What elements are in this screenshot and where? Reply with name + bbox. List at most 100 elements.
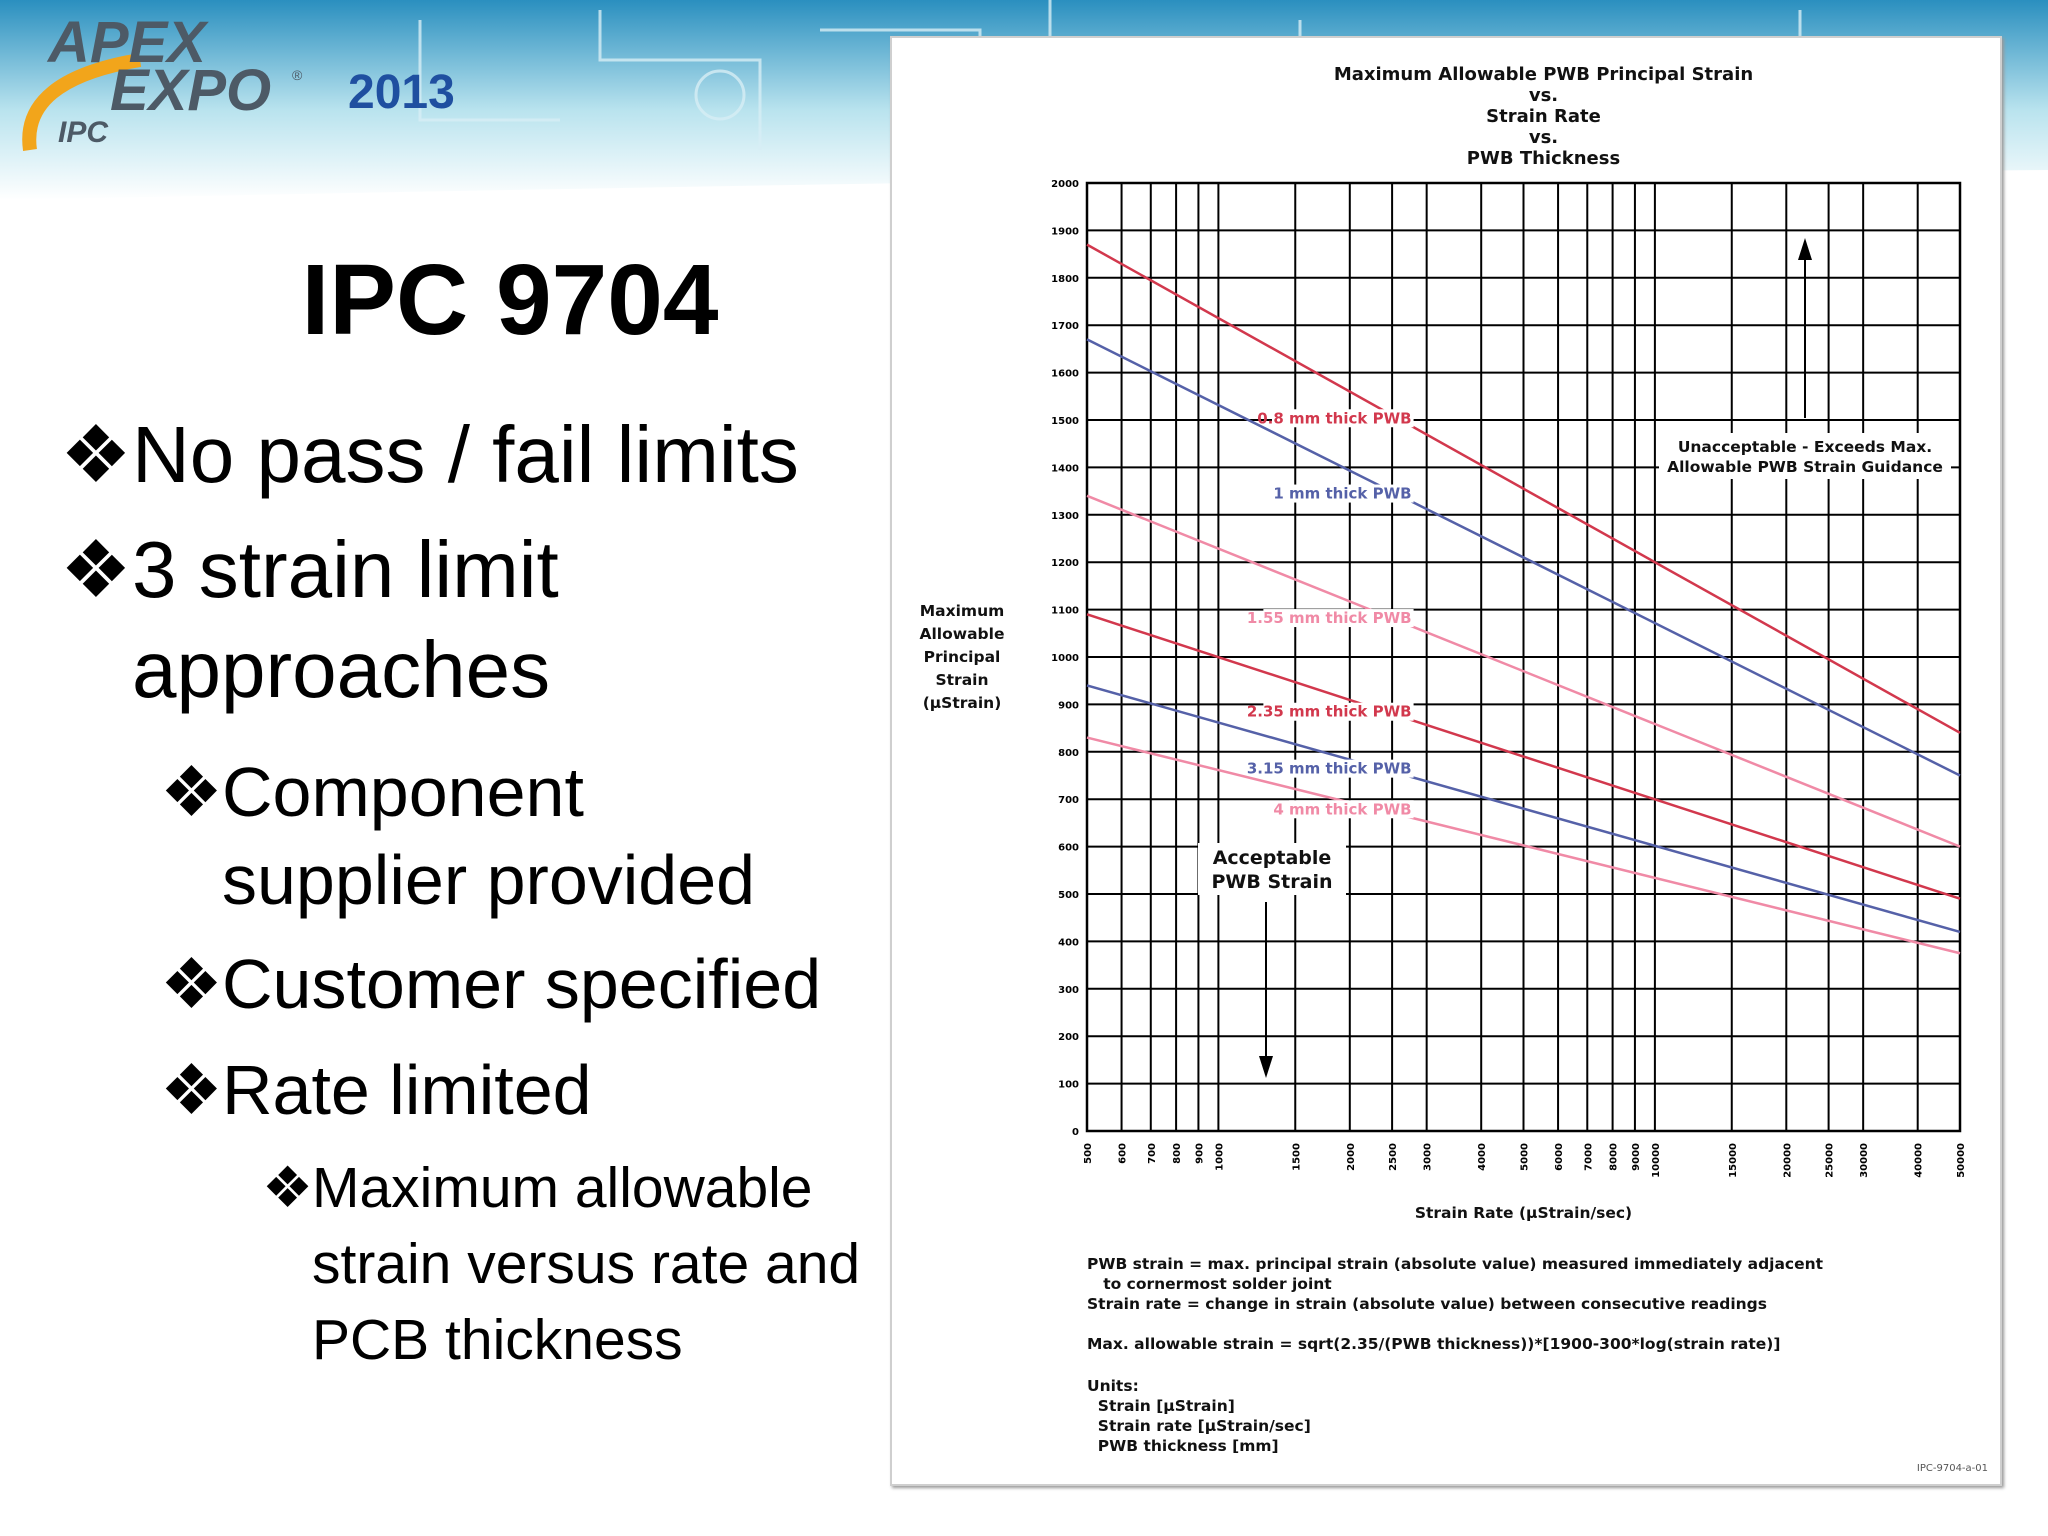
logo-ipc-text: IPC [58, 116, 109, 149]
series-label-background [1263, 702, 1414, 721]
acceptable-label-background [1198, 843, 1346, 895]
x-tick-label: 800 [1172, 1143, 1183, 1164]
unacceptable-label: Unacceptable - Exceeds Max. [1678, 438, 1932, 456]
unacceptable-label: Allowable PWB Strain Guidance [1667, 458, 1943, 476]
plot-frame [1085, 181, 1962, 1133]
x-tick-label: 600 [1118, 1143, 1129, 1164]
bullet-text: Rate limited [222, 1051, 592, 1129]
series-line [1086, 494, 1961, 848]
series-line [1086, 338, 1961, 777]
y-tick-label: 1200 [1051, 558, 1079, 569]
y-tick-label: 1800 [1051, 274, 1079, 285]
x-tick-label: 30000 [1859, 1143, 1870, 1178]
y-tick-label: 200 [1058, 1032, 1079, 1043]
x-tick-label: 4000 [1477, 1143, 1488, 1171]
logo-expo-text: EXPO [110, 58, 271, 123]
series-label-background [1271, 409, 1414, 428]
x-tick-label: 9000 [1631, 1143, 1642, 1171]
x-axis-label: Strain Rate (µStrain/sec) [1415, 1204, 1632, 1222]
y-tick-label: 900 [1058, 700, 1079, 711]
bullet-component-supplier: ❖ Component supplier provided [160, 748, 880, 924]
formula-note: Max. allowable strain = sqrt(2.35/(PWB t… [1087, 1335, 1781, 1353]
series-label: 1.55 mm thick PWB [1247, 609, 1412, 627]
bullet-rate-limited: ❖ Rate limited [160, 1046, 880, 1134]
y-axis-label-line: (µStrain) [923, 694, 1002, 712]
strain-chart-figure: Maximum Allowable PWB Principal Strain vs… [890, 36, 2002, 1486]
x-tick-label: 40000 [1914, 1143, 1925, 1178]
x-tick-label: 700 [1147, 1143, 1158, 1164]
series-label: 2.35 mm thick PWB [1247, 703, 1412, 721]
units-line: PWB thickness [mm] [1087, 1437, 1279, 1455]
units-note: Units: Strain [µStrain] Strain rate [µSt… [1087, 1376, 1311, 1456]
series-label: 0.8 mm thick PWB [1257, 409, 1411, 427]
bullet-text: Customer specified [222, 945, 822, 1023]
y-tick-label: 1300 [1051, 511, 1079, 522]
strain-rate-chart: Maximum Allowable PWB Principal Strain vs… [920, 64, 1967, 1222]
bullet-diamond-icon: ❖ [262, 1156, 314, 1220]
units-line: Units: [1087, 1377, 1139, 1395]
bullet-diamond-icon: ❖ [60, 525, 132, 614]
series-line [1086, 243, 1961, 734]
x-tick-label: 20000 [1782, 1143, 1793, 1178]
y-axis-label-line: Principal [924, 648, 1001, 666]
logo-registered-mark: ® [292, 67, 303, 83]
chart-title-line: Maximum Allowable PWB Principal Strain [1334, 64, 1753, 85]
bullet-no-pass-fail: ❖ No pass / fail limits [60, 405, 900, 505]
x-tick-label: 900 [1194, 1143, 1205, 1164]
apex-expo-logo: APEX EXPO ® IPC 2013 [22, 10, 455, 151]
x-tick-label: 50000 [1956, 1143, 1967, 1178]
y-tick-label: 800 [1058, 748, 1079, 759]
x-tick-label: 6000 [1554, 1143, 1565, 1171]
bullet-diamond-icon: ❖ [160, 945, 223, 1023]
x-tick-label: 8000 [1609, 1143, 1620, 1171]
definitions-note: PWB strain = max. principal strain (abso… [1087, 1254, 1823, 1314]
bullet-diamond-icon: ❖ [60, 410, 132, 499]
up-arrow-icon [1798, 238, 1812, 260]
y-tick-label: 1500 [1051, 416, 1079, 427]
y-tick-label: 1400 [1051, 463, 1079, 474]
series-label: 4 mm thick PWB [1273, 800, 1411, 818]
acceptable-label: PWB Strain [1212, 871, 1333, 893]
definition-line: to cornermost solder joint [1087, 1275, 1332, 1293]
series-label: 1 mm thick PWB [1273, 485, 1411, 503]
series-label: 3.15 mm thick PWB [1247, 760, 1412, 778]
units-line: Strain [µStrain] [1087, 1397, 1235, 1415]
series-label-background [1263, 609, 1414, 628]
x-tick-label: 3000 [1423, 1143, 1434, 1171]
series-label-background [1289, 800, 1414, 819]
y-tick-label: 1100 [1051, 606, 1079, 617]
chart-title-line: vs. [1529, 127, 1558, 148]
definition-line: PWB strain = max. principal strain (abso… [1087, 1255, 1824, 1273]
x-tick-label: 500 [1083, 1143, 1094, 1164]
acceptable-label: Acceptable [1213, 847, 1332, 869]
x-tick-label: 1000 [1214, 1143, 1225, 1171]
logo-apex-text: APEX [46, 10, 209, 75]
y-tick-label: 2000 [1051, 179, 1079, 190]
x-tick-label: 5000 [1520, 1143, 1531, 1171]
x-tick-label: 2000 [1346, 1143, 1357, 1171]
series-line [1086, 736, 1961, 955]
x-tick-label: 2500 [1388, 1143, 1399, 1171]
y-tick-label: 700 [1058, 795, 1079, 806]
y-tick-label: 1000 [1051, 653, 1079, 664]
x-tick-label: 10000 [1651, 1143, 1662, 1178]
y-tick-label: 1700 [1051, 321, 1079, 332]
x-tick-label: 7000 [1583, 1143, 1594, 1171]
series-line [1086, 613, 1961, 900]
down-arrow-icon [1259, 1056, 1273, 1078]
y-axis-label-line: Maximum [920, 602, 1005, 620]
y-axis-label-line: Allowable [920, 625, 1005, 643]
y-tick-label: 1600 [1051, 369, 1079, 380]
y-tick-label: 600 [1058, 843, 1079, 854]
bullet-diamond-icon: ❖ [160, 753, 223, 831]
unacceptable-label-background [1659, 433, 1951, 479]
bullet-text: Component supplier provided [222, 753, 756, 919]
bullet-customer-specified: ❖ Customer specified [160, 940, 880, 1028]
y-tick-label: 1900 [1051, 226, 1079, 237]
definition-line: Strain rate = change in strain (absolute… [1087, 1295, 1767, 1313]
y-tick-label: 100 [1058, 1080, 1079, 1091]
y-tick-label: 500 [1058, 890, 1079, 901]
chart-title-line: Strain Rate [1486, 106, 1601, 127]
bullet-text: No pass / fail limits [132, 410, 799, 499]
chart-title-line: PWB Thickness [1467, 148, 1620, 169]
